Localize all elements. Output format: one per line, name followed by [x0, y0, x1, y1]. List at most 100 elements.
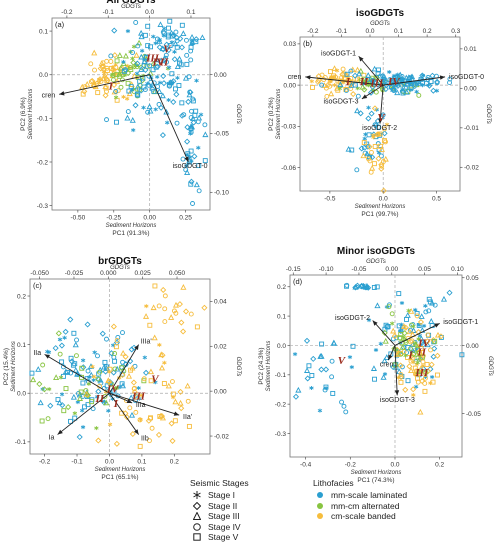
data-point [184, 382, 191, 389]
data-point [178, 319, 185, 326]
data-point [421, 323, 427, 328]
data-point [150, 67, 156, 73]
sec-x-tick-label: -0.15 [286, 266, 301, 273]
data-point [91, 49, 98, 56]
data-point [72, 411, 78, 416]
data-point [169, 71, 175, 77]
data-point [179, 100, 185, 106]
data-point [104, 383, 110, 389]
legend-stage-1: Stage I [190, 490, 249, 501]
panel-letter: (a) [55, 20, 65, 29]
x-axis-label: PC1 (74.3%) [357, 477, 394, 484]
data-point [113, 440, 120, 447]
data-point [414, 89, 419, 94]
data-point [157, 38, 162, 43]
data-point [329, 374, 335, 380]
data-point [127, 358, 134, 365]
data-point [415, 346, 421, 352]
data-point [95, 388, 102, 395]
data-point [414, 313, 420, 319]
data-point [92, 350, 97, 355]
data-point [162, 319, 168, 325]
x-tick-label: 0.0 [379, 196, 388, 203]
data-point [176, 301, 183, 308]
data-point [130, 50, 135, 55]
sec-x-tick-label: 0.10 [451, 266, 464, 273]
data-point [370, 77, 377, 84]
data-point [148, 415, 153, 421]
data-point [184, 138, 191, 145]
data-point [371, 285, 377, 290]
data-point [432, 302, 438, 308]
legend-stage-4: Stage IV [190, 522, 249, 533]
data-point [419, 72, 426, 79]
data-point [173, 310, 179, 316]
sec-x-tick-label: -0.1 [336, 28, 348, 35]
data-point [426, 296, 432, 302]
data-point [392, 75, 398, 81]
data-point [125, 80, 131, 86]
arrow-head [134, 344, 139, 351]
data-point [169, 437, 176, 444]
data-point [122, 353, 129, 360]
data-point [374, 81, 381, 88]
data-point [423, 303, 428, 308]
data-point [360, 152, 367, 159]
data-point [113, 344, 119, 350]
data-point [366, 143, 373, 150]
data-point [317, 408, 323, 413]
data-point [403, 353, 408, 358]
data-point [131, 385, 137, 391]
data-point [190, 96, 196, 102]
loading-arrows: cren isoGDGT-0 [42, 74, 208, 170]
data-point [399, 77, 405, 83]
data-point [188, 178, 195, 185]
data-point [186, 91, 193, 98]
data-point [382, 372, 388, 377]
data-point [408, 352, 415, 359]
data-point [128, 67, 134, 72]
sec-y-tick-label: -0.01 [464, 125, 479, 132]
data-point [373, 347, 379, 352]
data-point [102, 393, 108, 399]
data-point [359, 83, 366, 90]
data-point [104, 89, 109, 94]
data-point [128, 411, 136, 418]
data-point [184, 124, 191, 131]
arrow-head [59, 91, 65, 96]
data-point [157, 21, 164, 28]
data-point [425, 332, 431, 338]
data-point [187, 89, 193, 95]
y-tick-label: 0.1 [17, 342, 26, 349]
data-point [153, 107, 158, 112]
data-point [138, 417, 143, 422]
data-point [109, 72, 115, 77]
data-point [428, 347, 433, 353]
color-dot-icon [313, 492, 327, 499]
sec-y-tick-label: -0.10 [214, 190, 229, 197]
data-point [106, 378, 113, 385]
data-point [195, 119, 201, 125]
data-point [128, 346, 135, 353]
data-point [147, 63, 153, 69]
data-point [85, 368, 91, 374]
data-point [68, 370, 74, 376]
legend: Seismic Stages Stage I Stage II Stage II… [150, 478, 480, 553]
data-point [188, 148, 194, 154]
data-point [137, 82, 144, 89]
data-point [134, 83, 141, 90]
data-point [138, 53, 145, 60]
data-point [358, 145, 365, 152]
loading-arrow [59, 74, 150, 95]
data-point [398, 379, 404, 385]
data-point [378, 165, 385, 172]
stage-label: III [145, 52, 160, 64]
data-point [440, 295, 448, 302]
data-point [68, 358, 75, 365]
data-point [354, 167, 360, 173]
data-point [110, 77, 116, 83]
data-point [120, 359, 126, 365]
data-point [169, 40, 175, 45]
data-point [136, 39, 143, 46]
data-point [431, 345, 438, 352]
